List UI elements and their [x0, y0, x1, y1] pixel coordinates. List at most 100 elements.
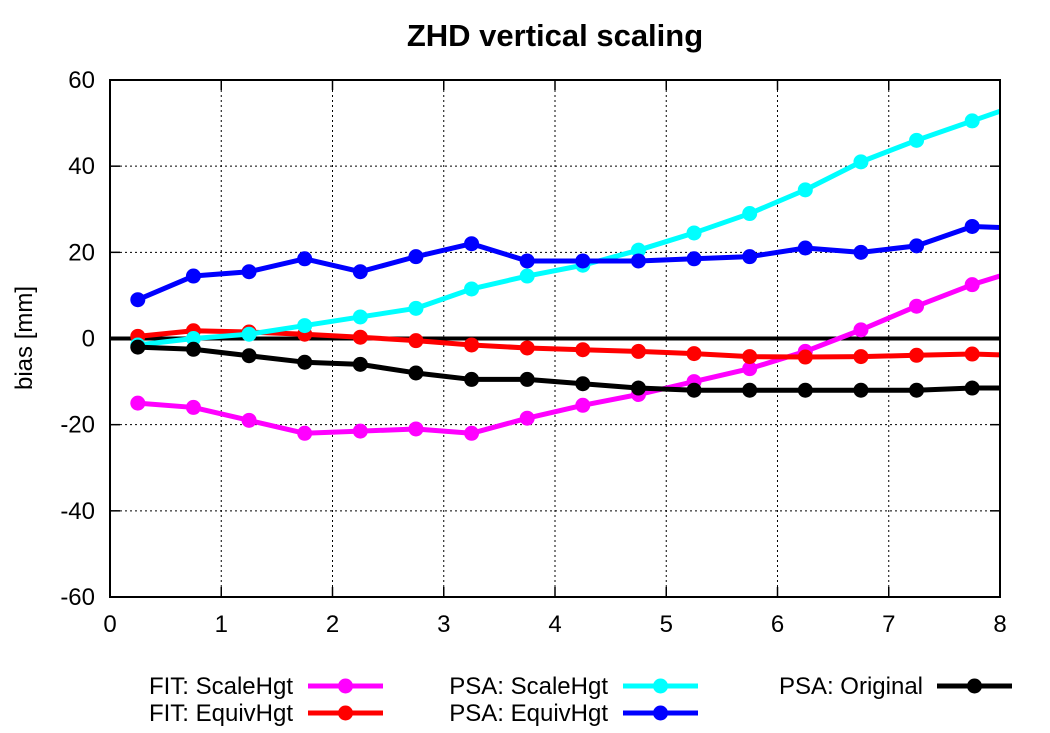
- data-point: [964, 346, 980, 362]
- data-point: [909, 298, 925, 314]
- x-tick-label: 5: [660, 611, 673, 638]
- x-tick-label: 8: [993, 611, 1006, 638]
- data-point: [352, 356, 368, 372]
- legend-label: PSA: Original: [779, 673, 923, 700]
- data-point: [630, 242, 646, 258]
- x-tick-label: 1: [215, 611, 228, 638]
- y-tick-label: 40: [68, 153, 95, 180]
- data-point: [575, 397, 591, 413]
- data-point: [630, 343, 646, 359]
- data-point: [909, 347, 925, 363]
- series-psa-equivhgt: [130, 218, 1035, 308]
- data-point: [241, 326, 257, 342]
- legend-label: PSA: ScaleHgt: [449, 673, 608, 700]
- x-tick-label: 3: [437, 611, 450, 638]
- y-tick-label: 0: [82, 326, 95, 353]
- legend-swatch-marker: [967, 678, 982, 694]
- data-point: [241, 412, 257, 428]
- data-point: [352, 329, 368, 345]
- data-point: [853, 382, 869, 398]
- data-point: [297, 354, 313, 370]
- data-point: [185, 268, 201, 284]
- data-point: [909, 238, 925, 254]
- data-point: [1020, 94, 1035, 109]
- data-point: [909, 132, 925, 148]
- series-line: [137, 108, 1000, 348]
- legend-item: PSA: EquivHgt: [449, 700, 698, 727]
- data-point: [352, 264, 368, 280]
- data-point: [853, 322, 869, 338]
- legend-swatch-marker: [653, 678, 668, 694]
- x-tick-label: 7: [882, 611, 895, 638]
- y-tick-label: -20: [60, 412, 95, 439]
- x-tick-label: 6: [771, 611, 784, 638]
- data-point: [241, 264, 257, 280]
- data-point: [464, 236, 480, 252]
- data-point: [408, 300, 424, 316]
- data-point: [742, 206, 758, 222]
- data-point: [853, 244, 869, 260]
- y-tick-label: -60: [60, 584, 95, 611]
- y-axis-label: bias [mm]: [11, 286, 38, 390]
- data-point: [1020, 260, 1035, 275]
- data-point: [909, 382, 925, 398]
- data-point: [408, 365, 424, 381]
- data-point: [686, 251, 702, 267]
- data-point: [964, 380, 980, 396]
- data-point: [686, 382, 702, 398]
- data-point: [742, 382, 758, 398]
- data-point: [408, 421, 424, 437]
- data-point: [185, 341, 201, 357]
- data-point: [853, 349, 869, 365]
- y-tick-label: 20: [68, 239, 95, 266]
- series-fit-scalehgt: [130, 260, 1035, 441]
- series-psa-original: [130, 339, 1035, 398]
- legend-item: FIT: ScaleHgt: [149, 673, 383, 700]
- series-layer: [130, 94, 1035, 441]
- legend-label: PSA: EquivHgt: [449, 700, 608, 727]
- data-point: [742, 249, 758, 265]
- data-point: [575, 342, 591, 358]
- data-point: [185, 331, 201, 346]
- legend-item: PSA: Original: [779, 673, 1012, 700]
- data-point: [519, 410, 535, 426]
- data-point: [1020, 348, 1035, 363]
- ticks: 0 1 2 3 4 5 6 7 8 -60 -40 -20 0 20 40 60: [60, 67, 1006, 638]
- x-tick-label: 0: [103, 611, 116, 638]
- data-point: [630, 380, 646, 396]
- data-point: [1020, 381, 1035, 396]
- data-point: [241, 348, 257, 364]
- data-point: [185, 399, 201, 415]
- data-point: [519, 371, 535, 387]
- data-point: [686, 346, 702, 362]
- legend-swatch-marker: [338, 678, 353, 694]
- data-point: [130, 339, 146, 355]
- chart-title: ZHD vertical scaling: [407, 18, 703, 53]
- data-point: [964, 218, 980, 234]
- data-point: [352, 309, 368, 325]
- y-tick-label: -40: [60, 498, 95, 525]
- data-point: [575, 253, 591, 269]
- data-point: [464, 425, 480, 441]
- data-point: [352, 423, 368, 439]
- data-point: [1020, 221, 1035, 236]
- data-point: [797, 349, 813, 365]
- data-point: [297, 425, 313, 441]
- legend-swatch-marker: [338, 705, 353, 721]
- data-point: [408, 249, 424, 265]
- data-point: [464, 371, 480, 387]
- data-point: [742, 349, 758, 365]
- data-point: [464, 337, 480, 353]
- legend-item: PSA: ScaleHgt: [449, 673, 698, 700]
- data-point: [964, 277, 980, 293]
- data-point: [686, 225, 702, 241]
- data-point: [464, 281, 480, 297]
- legend-label: FIT: ScaleHgt: [149, 673, 293, 700]
- legend-item: FIT: EquivHgt: [149, 700, 383, 727]
- legend-swatch-marker: [653, 705, 668, 721]
- data-point: [630, 253, 646, 269]
- data-point: [797, 382, 813, 398]
- data-point: [575, 376, 591, 392]
